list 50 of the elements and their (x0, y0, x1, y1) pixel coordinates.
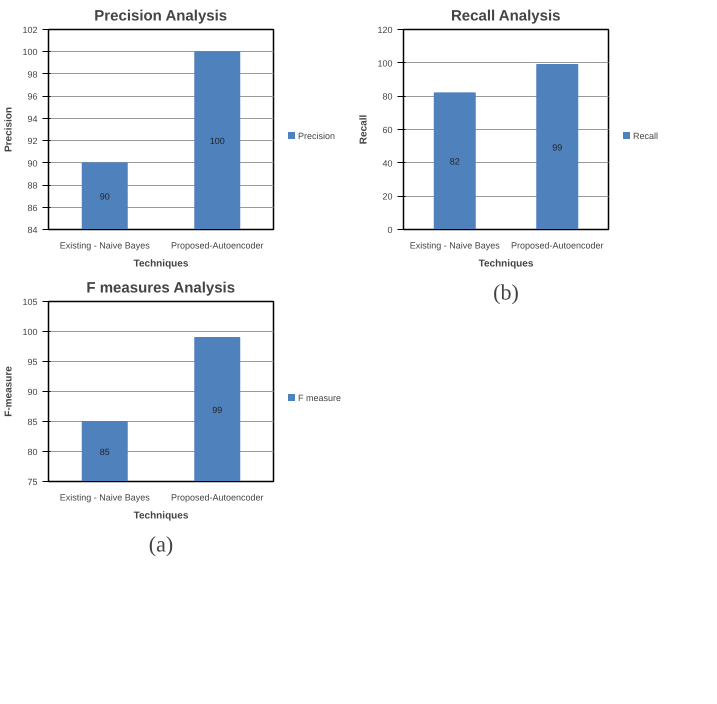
y-axis-title: Precision (3, 106, 14, 152)
data-label: 90 (100, 192, 110, 202)
y-tick-label: 92 (27, 136, 38, 146)
chart-title: Precision Analysis (94, 8, 228, 24)
x-tick-label: Existing - Naive Bayes (410, 240, 500, 250)
y-tick-label: 0 (387, 225, 393, 235)
y-axis-title: Recall (358, 114, 370, 144)
x-tick-label: Existing - Naive Bayes (60, 492, 150, 502)
x-tick-label: Proposed-Autoencoder (170, 492, 264, 502)
x-axis-title: Techniques (134, 510, 189, 522)
y-tick-label: 96 (27, 92, 38, 102)
x-tick-label: Proposed-Autoencoder (510, 240, 604, 250)
y-tick-label: 100 (22, 47, 38, 58)
x-axis-title: Techniques (478, 258, 534, 270)
y-tick-label: 86 (27, 202, 38, 213)
data-label: 100 (210, 136, 225, 146)
y-tick-label: 120 (377, 25, 393, 35)
legend-label: Precision (297, 130, 336, 143)
y-tick-label: 95 (27, 357, 38, 367)
data-label: 99 (212, 405, 222, 415)
chart-title: F measures Analysis (86, 280, 236, 296)
y-tick-label: 90 (27, 158, 38, 168)
y-tick-label: 40 (382, 158, 393, 168)
y-tick-label: 105 (22, 297, 38, 307)
x-tick-label: Existing - Naive Bayes (60, 240, 150, 250)
data-label: 99 (552, 142, 562, 152)
y-tick-label: 102 (22, 25, 38, 35)
x-axis-title: Techniques (134, 258, 189, 270)
text: (b) (493, 280, 519, 304)
y-tick-label: 80 (27, 447, 38, 457)
data-label: 85 (100, 447, 110, 457)
y-tick-label: 84 (27, 225, 38, 235)
chart-title: Recall Analysis (450, 8, 560, 24)
text: (a) (148, 532, 174, 556)
y-tick-label: 88 (27, 180, 38, 191)
y-tick-label: 100 (22, 327, 38, 337)
y-axis-title: F-measure (3, 366, 14, 417)
y-tick-label: 60 (382, 125, 393, 135)
y-tick-label: 98 (27, 69, 38, 80)
data-label: 82 (450, 156, 460, 167)
legend-label: Recall (632, 130, 658, 143)
y-tick-label: 75 (27, 477, 38, 487)
y-tick-label: 85 (27, 417, 38, 427)
y-tick-label: 80 (382, 92, 393, 102)
legend-label: F measure (297, 392, 342, 405)
y-tick-label: 94 (27, 114, 38, 124)
y-tick-label: 20 (382, 192, 393, 202)
y-tick-label: 90 (27, 387, 38, 397)
y-tick-label: 100 (377, 58, 393, 68)
x-tick-label: Proposed-Autoencoder (170, 240, 264, 250)
